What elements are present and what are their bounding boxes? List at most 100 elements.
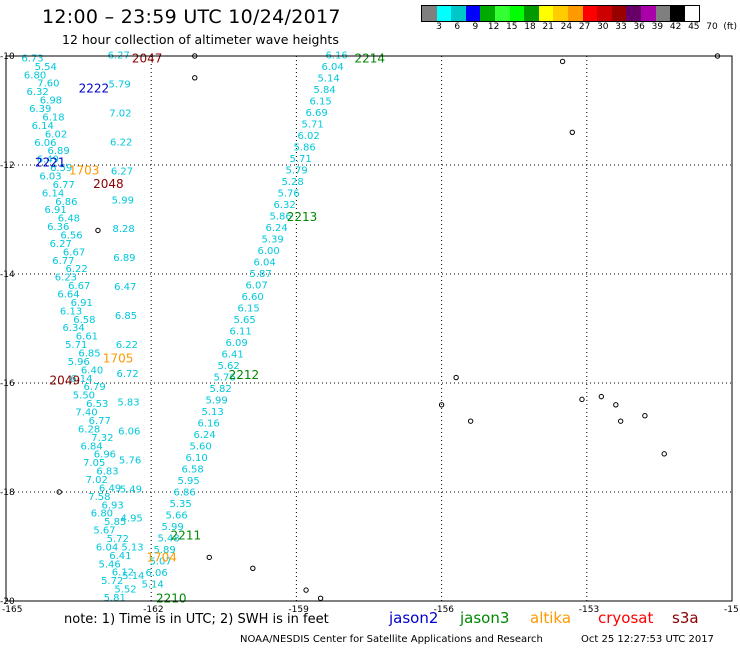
wave-height-value: 6.22 (116, 340, 138, 351)
wave-height-value: 6.14 (32, 121, 54, 132)
colorbar-swatch (611, 6, 627, 21)
pass-label: 2048 (93, 177, 124, 191)
wave-height-value: 6.86 (174, 487, 196, 498)
island-outline (661, 451, 667, 457)
satellite-name-jason3: jason3 (460, 609, 510, 627)
wave-height-value: 6.36 (47, 222, 69, 233)
wave-height-value: 6.04 (253, 258, 275, 269)
wave-height-value: 5.13 (121, 542, 143, 553)
observation-values: 6.735.546.807.606.326.986.396.186.146.02… (21, 51, 347, 604)
map-subtitle: 12 hour collection of altimeter wave hei… (62, 32, 339, 47)
wave-height-value: 6.72 (117, 369, 139, 380)
wave-height-value: 6.85 (115, 311, 137, 322)
island-outline (569, 129, 575, 136)
lon-label: -162 (143, 605, 163, 615)
wave-height-value: 6.16 (197, 418, 219, 429)
wave-height-value: 6.41 (221, 350, 243, 361)
map-grid (6, 56, 732, 601)
colorbar-label: 15 (506, 22, 518, 32)
wave-height-value: 6.49 (37, 155, 59, 166)
colorbar-swatch (684, 6, 700, 21)
pass-label: 2047 (132, 52, 163, 66)
wave-height-value: 4.95 (121, 513, 143, 524)
wave-height-value: 5.87 (249, 269, 271, 280)
wave-height-value: 5.28 (281, 177, 303, 188)
colorbar-swatch (465, 6, 481, 21)
wave-height-value: 5.67 (93, 526, 115, 537)
island-outlines (56, 53, 721, 601)
wave-height-value: 6.34 (63, 323, 85, 334)
colorbar-label: (ft) (723, 22, 737, 32)
wave-height-value: 6.98 (40, 96, 62, 107)
wave-height-value: 5.84 (313, 85, 335, 96)
lat-label: -18 (0, 488, 15, 498)
colorbar-swatch (597, 6, 612, 21)
wave-height-value: 5.96 (68, 357, 90, 368)
colorbar-label: 3 (436, 22, 442, 32)
colorbar-label: 27 (578, 22, 591, 32)
wave-height-value: 5.14 (142, 579, 164, 590)
colorbar-swatch (538, 6, 554, 21)
wave-height-value: 5.71 (289, 154, 311, 165)
colorbar-label: 30 (597, 22, 609, 32)
map-title: 12:00 – 23:59 UTC 10/24/2017 (42, 6, 341, 28)
colorbar-swatch (524, 6, 539, 21)
colorbar-label: 24 (560, 22, 573, 32)
wave-height-value: 6.86 (55, 197, 77, 208)
wave-height-value: 6.61 (76, 332, 98, 343)
colorbar-swatch (494, 6, 510, 21)
island-outline (303, 587, 309, 593)
lat-label: -10 (0, 52, 15, 62)
colorbar (421, 5, 701, 22)
wave-height-value: 6.49 (99, 483, 121, 494)
wave-height-value: 6.73 (21, 53, 43, 64)
wave-height-value: 6.59 (50, 163, 72, 174)
pass-label: 2211 (171, 529, 202, 543)
island-outline (467, 418, 474, 424)
island-outline (192, 75, 198, 81)
island-outline (438, 402, 445, 408)
wave-height-value: 5.76 (119, 456, 141, 467)
wave-height-value: 6.27 (50, 239, 72, 250)
island-outline (617, 418, 624, 424)
wave-height-value: 6.53 (86, 399, 108, 410)
island-outline (579, 396, 585, 403)
island-outline (453, 374, 459, 381)
wave-height-value: 6.91 (71, 298, 93, 309)
wave-height-value: 6.89 (113, 253, 135, 264)
wave-height-value: 6.58 (182, 464, 204, 475)
wave-height-value: 5.07 (150, 556, 172, 567)
wave-height-value: 5.99 (162, 522, 184, 533)
wave-height-value: 5.13 (201, 407, 223, 418)
pass-label: 1704 (146, 550, 177, 564)
wave-height-value: 6.80 (91, 509, 113, 520)
colorbar-labels: 3 6 9 12 15 18 21 24 27 30 33 36 39 42 45 70 (ft) (421, 22, 737, 36)
colorbar-label: 70 (706, 22, 718, 32)
lat-label: -14 (0, 270, 15, 280)
wave-height-value: 6.80 (24, 70, 46, 81)
wave-height-value: 6.83 (96, 467, 118, 478)
colorbar-label: 12 (487, 22, 500, 32)
wave-height-value: 5.71 (301, 120, 323, 131)
pass-label: 2221 (35, 155, 66, 169)
pass-label: 2214 (354, 52, 385, 66)
wave-height-value: 5.48 (158, 533, 180, 544)
wave-height-value: 5.54 (35, 62, 57, 73)
wave-height-value: 5.46 (98, 559, 120, 570)
wave-height-value: 6.41 (109, 551, 131, 562)
wave-height-value: 5.99 (205, 395, 227, 406)
credit-text: NOAA/NESDIS Center for Satellite Applica… (240, 634, 543, 645)
wave-height-value: 6.91 (45, 205, 67, 216)
lat-label: -16 (0, 379, 15, 389)
lon-label: -153 (579, 605, 599, 615)
satellite-name-jason2: jason2 (389, 609, 439, 627)
wave-height-value: 6.13 (60, 306, 82, 317)
island-outline (206, 554, 212, 561)
colorbar-swatch (553, 6, 568, 21)
wave-height-value: 6.14 (70, 374, 92, 385)
island-outline (642, 413, 648, 419)
colorbar-swatch (670, 6, 685, 21)
pass-label: 2212 (229, 368, 260, 382)
